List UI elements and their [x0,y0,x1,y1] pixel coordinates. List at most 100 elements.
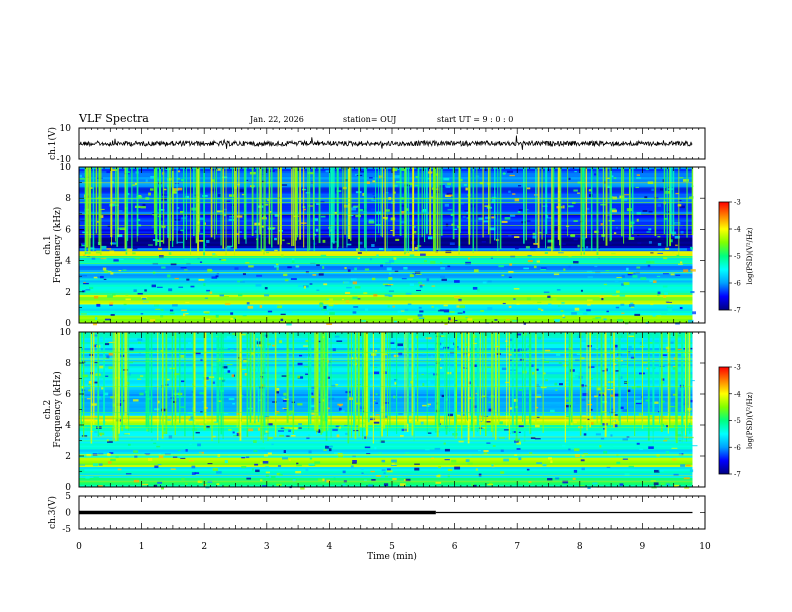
spectral-speckle [85,475,90,479]
spectral-speckle [338,407,342,411]
spectral-speckle [446,185,451,188]
spectral-speckle [316,289,320,291]
spectral-speckle [156,445,161,448]
spectral-speckle [352,311,357,314]
spectral-speckle [383,483,389,487]
spectral-speckle [487,280,492,283]
spectral-speckle [247,305,254,309]
spectral-speckle [154,408,160,411]
spectral-speckle [241,193,246,196]
spectral-speckle [536,416,540,418]
spectral-speckle [424,260,427,263]
spectral-speckle [332,348,336,352]
spectral-speckle [138,352,142,355]
spectral-speckle [435,306,439,310]
spectral-speckle [373,421,380,424]
spectral-speckle [321,308,327,311]
spectral-speckle [398,413,403,415]
y-tick-label: 6 [65,390,71,400]
spectral-speckle [508,235,512,237]
spectral-speckle [561,301,565,304]
start-time-label: start UT = 9 : 0 : 0 [437,115,514,124]
spectral-speckle [636,212,642,215]
spectral-row [79,298,693,301]
spectral-speckle [187,332,194,335]
spectral-speckle [465,187,468,191]
spectral-speckle [223,347,228,350]
spectral-speckle [307,434,311,437]
spectral-speckle [81,275,87,277]
spectral-speckle [371,198,377,202]
spectral-speckle [278,430,284,432]
spectral-speckle [593,365,599,367]
spectral-speckle [283,392,287,396]
spectral-speckle [671,447,678,449]
y-axis-label-line: Frequency (kHz) [52,207,63,284]
spectral-speckle [502,302,506,305]
spectral-speckle [107,224,111,228]
spectral-speckle [291,258,295,261]
spectral-speckle [601,400,608,404]
spectral-speckle [115,455,119,459]
spectral-speckle [329,397,335,400]
spectral-speckle [98,208,105,210]
spectral-speckle [443,177,450,181]
spectral-speckle [92,463,99,467]
spectral-speckle [590,408,593,411]
spectral-speckle [268,437,273,440]
spectral-speckle [170,468,176,470]
spectral-row [79,282,693,285]
spectral-speckle [393,395,396,399]
spectral-speckle [117,258,124,260]
spectral-speckle [325,445,330,449]
spectral-speckle [201,381,205,385]
spectral-speckle [237,293,243,297]
spectral-speckle [203,283,206,286]
spectral-speckle [194,472,200,474]
spectral-speckle [576,352,582,355]
spectral-speckle [447,265,451,268]
spectral-speckle [689,246,694,250]
spectral-speckle [399,396,402,398]
spectral-speckle [542,464,547,467]
spectral-speckle [435,481,442,484]
spectral-speckle [600,437,605,440]
spectral-speckle [657,243,662,246]
spectral-speckle [157,463,162,466]
spectral-speckle [240,280,245,283]
spectral-speckle [462,215,466,219]
spectral-speckle [226,245,233,248]
spectral-speckle [243,360,249,363]
spectral-speckle [206,279,211,282]
spectral-speckle [458,440,464,443]
spectral-speckle [580,357,585,360]
spectral-speckle [414,184,418,187]
spectral-row [79,350,693,353]
spectral-speckle [132,432,138,435]
spectral-speckle [508,276,512,278]
spectral-row [79,334,693,337]
spectral-row [79,464,693,468]
spectral-speckle [590,422,594,425]
spectral-speckle [148,192,151,196]
spectral-row [79,441,693,444]
spectral-speckle [420,223,426,226]
spectral-row [79,437,693,440]
spectral-speckle [125,425,130,429]
spectral-speckle [378,452,382,454]
spectral-speckle [650,304,654,306]
spectral-speckle [136,218,141,221]
spectral-speckle [378,248,384,250]
spectral-speckle [101,387,105,390]
spectral-speckle [567,205,574,208]
spectral-speckle [185,195,190,198]
spectral-speckle [494,345,500,348]
spectral-speckle [581,467,585,471]
spectral-speckle [650,252,654,254]
y-tick-label: 10 [60,328,72,338]
spectral-speckle [441,394,445,398]
spectral-speckle [134,455,138,458]
spectral-speckle [309,283,313,285]
spectral-speckle [368,484,374,487]
